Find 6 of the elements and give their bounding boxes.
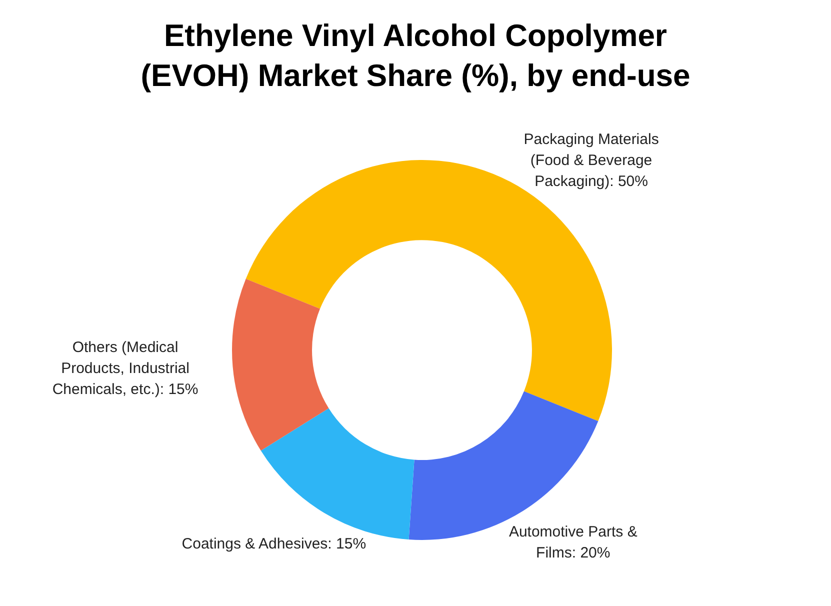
slice-label: Coatings & Adhesives: 15% (182, 535, 366, 552)
slice-label: Packaging Materials (Food & Beverage Packaging): 50% (524, 130, 659, 190)
chart-title: Ethylene Vinyl Alcohol Copolymer (EVOH) Market Share (%), by end-use (140, 16, 692, 94)
donut-slice (232, 278, 329, 451)
slice-label: Automotive Parts & Films: 20% (508, 522, 638, 561)
slice-label: Others (Medical Products, Industrial Chemicals, etc.): 15% (52, 338, 198, 398)
